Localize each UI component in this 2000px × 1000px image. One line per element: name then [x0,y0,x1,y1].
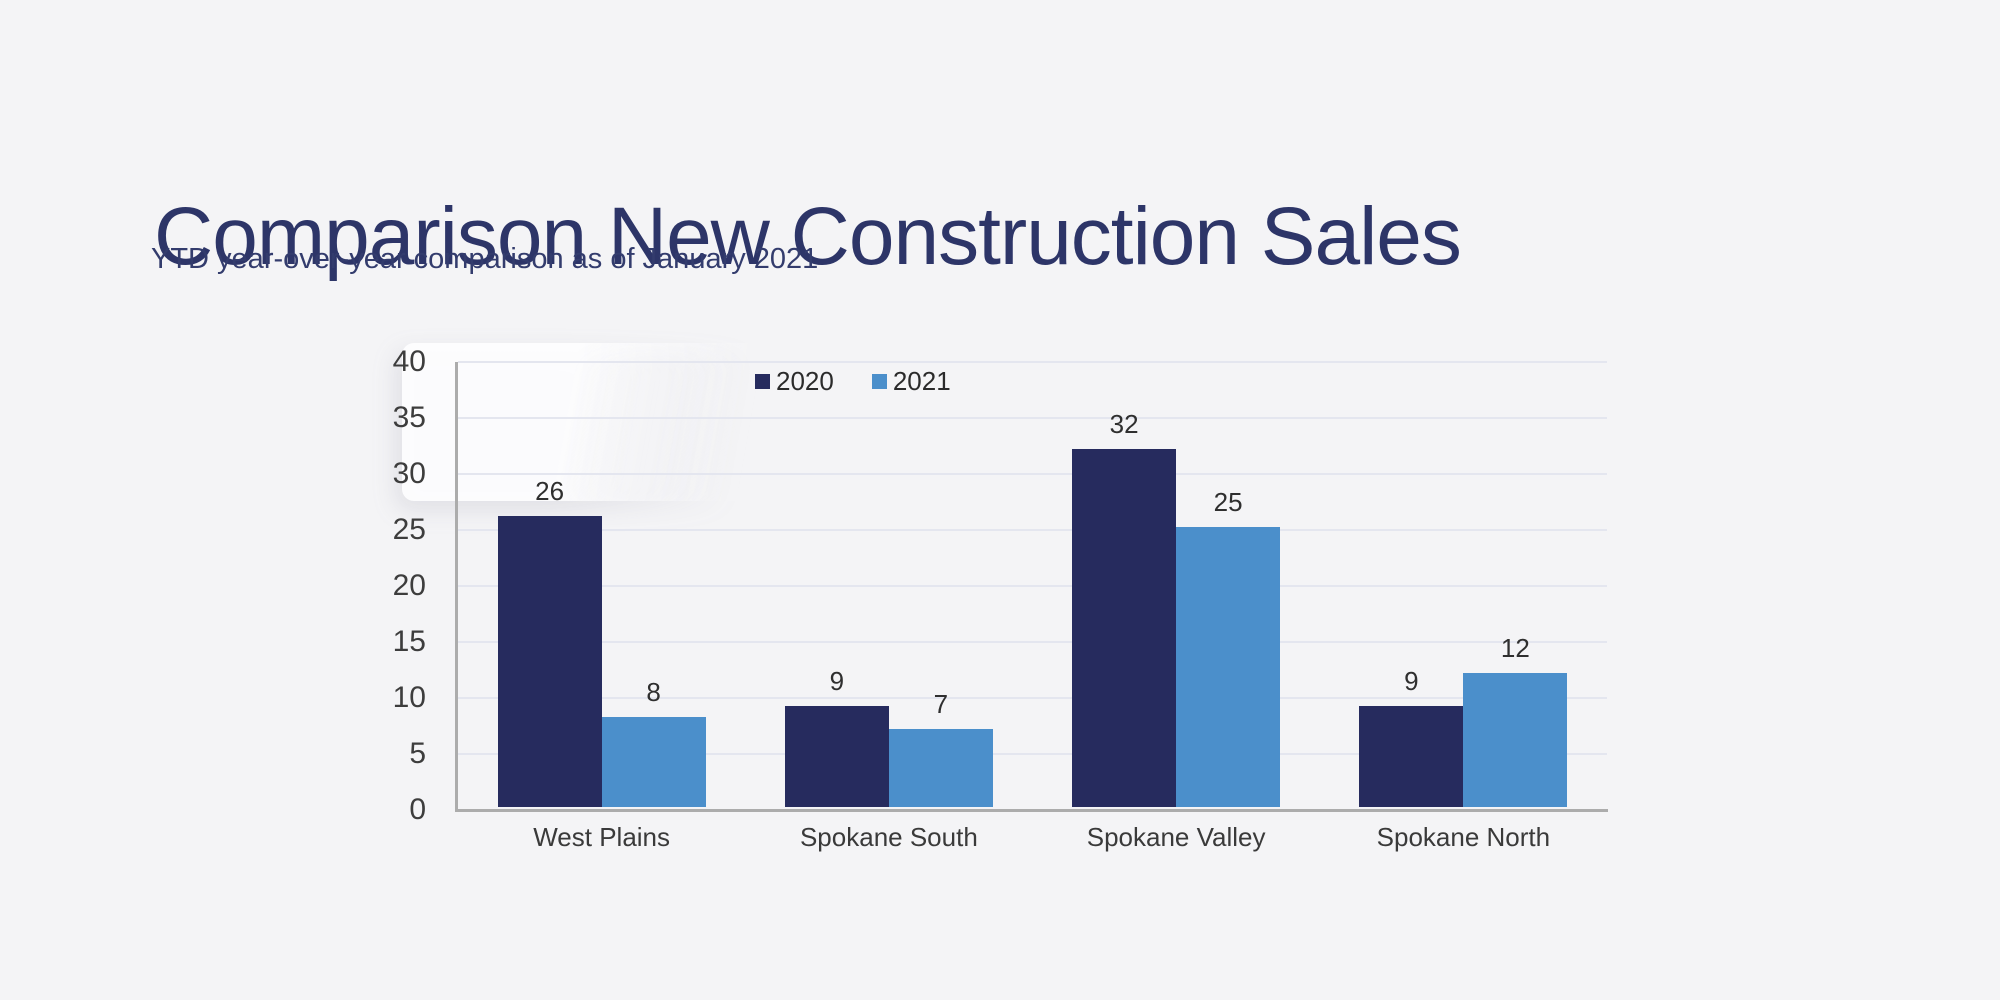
gridline-15 [458,641,1607,643]
x-axis-label-spokane-valley: Spokane Valley [1086,822,1266,852]
y-tick-label-5: 5 [409,737,426,770]
bar-2020-west-plains [497,515,602,807]
legend-item-2021: 2021 [871,366,951,396]
gridline-35 [458,417,1607,419]
gridline-30 [458,473,1607,475]
chart-legend: 2020 2021 [755,368,951,394]
y-axis-line [455,362,458,810]
bar-value-label: 26 [535,475,565,506]
gridline-5 [458,753,1607,755]
y-tick-label-35: 35 [392,401,426,434]
gridline-10 [458,697,1607,699]
bar-value-label: 9 [1404,666,1419,697]
bar-2021-west-plains [601,717,706,807]
y-tick-label-10: 10 [392,681,426,714]
bar-value-label: 8 [646,677,661,708]
y-tick-label-30: 30 [392,457,426,490]
y-tick-label-25: 25 [392,513,426,546]
bar-value-label: 32 [1109,408,1139,439]
bar-2020-spokane-valley [1072,448,1177,807]
gridline-25 [458,529,1607,531]
bar-value-label: 7 [933,688,949,719]
y-tick-label-15: 15 [392,625,426,658]
y-tick-label-0: 0 [409,793,426,826]
gridline-20 [458,585,1607,587]
legend-item-2020: 2020 [755,368,834,394]
y-tick-label-20: 20 [392,569,426,602]
gridline-40 [458,361,1607,363]
legend-label-2020: 2020 [776,366,834,396]
legend-swatch-2021 [871,373,887,389]
y-axis-tick-labels: 0 5 10 15 20 25 30 35 40 [390,345,442,826]
bar-value-label: 9 [829,666,845,697]
x-axis-line [455,809,1608,812]
bar-2021-spokane-valley [1176,527,1281,807]
x-axis-label-west-plains: West Plains [533,822,671,852]
legend-swatch-2020 [755,373,770,389]
page-subtitle: YTD year-over-year comparison as of Janu… [151,243,819,275]
bar-value-label: 25 [1213,487,1243,517]
legend-label-2021: 2021 [892,366,951,396]
bar-2020-spokane-south [784,706,889,807]
bar-2021-spokane-north [1463,672,1568,807]
y-tick-label-40: 40 [392,345,426,378]
x-axis-label-spokane-south: Spokane South [799,822,978,852]
plot-area: 2020 2021 26 8 West Plains 9 7 Spokane South 3… [455,361,1608,852]
x-axis-label-spokane-north: Spokane North [1376,822,1551,852]
bar-2021-spokane-south [888,728,993,807]
bar-value-label: 12 [1500,632,1530,663]
bar-2020-spokane-north [1359,706,1464,807]
page-title: Comparison New Construction Sales [154,190,1462,282]
